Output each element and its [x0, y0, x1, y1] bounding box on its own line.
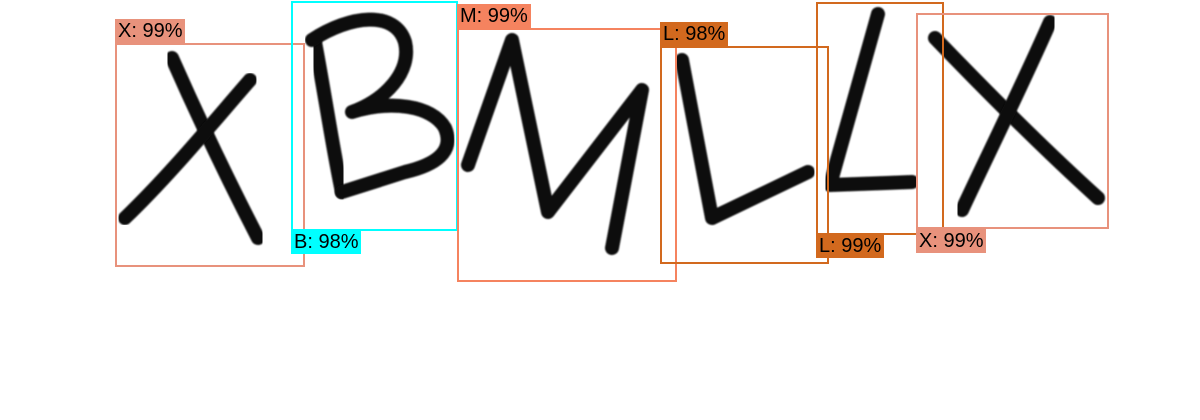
glyph-l2-stroke: [823, 7, 919, 192]
detection-label-l-2: L: 99%: [816, 234, 885, 258]
glyph-l1-stroke: [675, 53, 815, 225]
glyph-x-stroke-2: [118, 73, 257, 225]
detection-label-l-1: L: 98%: [660, 22, 729, 46]
glyph-m-stroke: [461, 33, 649, 255]
glyph-b-stroke-1: [308, 35, 349, 199]
detection-label-x-2: X: 99%: [916, 229, 987, 253]
detection-label-x-1: X: 99%: [115, 19, 186, 43]
detection-label-b: B: 98%: [291, 230, 362, 254]
glyph-x2-stroke-2: [955, 15, 1057, 217]
bounding-box-b: [291, 1, 458, 231]
detection-label-m: M: 99%: [457, 4, 531, 28]
glyph-x2-stroke-1: [928, 31, 1105, 205]
glyph-x-stroke-1: [165, 51, 265, 245]
bounding-box-m: [457, 28, 677, 282]
glyph-b-stroke-2: [305, 12, 455, 199]
bounding-box-x-1: [115, 43, 305, 267]
bounding-box-x-2: [916, 13, 1109, 229]
bounding-box-l-1: [660, 46, 829, 264]
